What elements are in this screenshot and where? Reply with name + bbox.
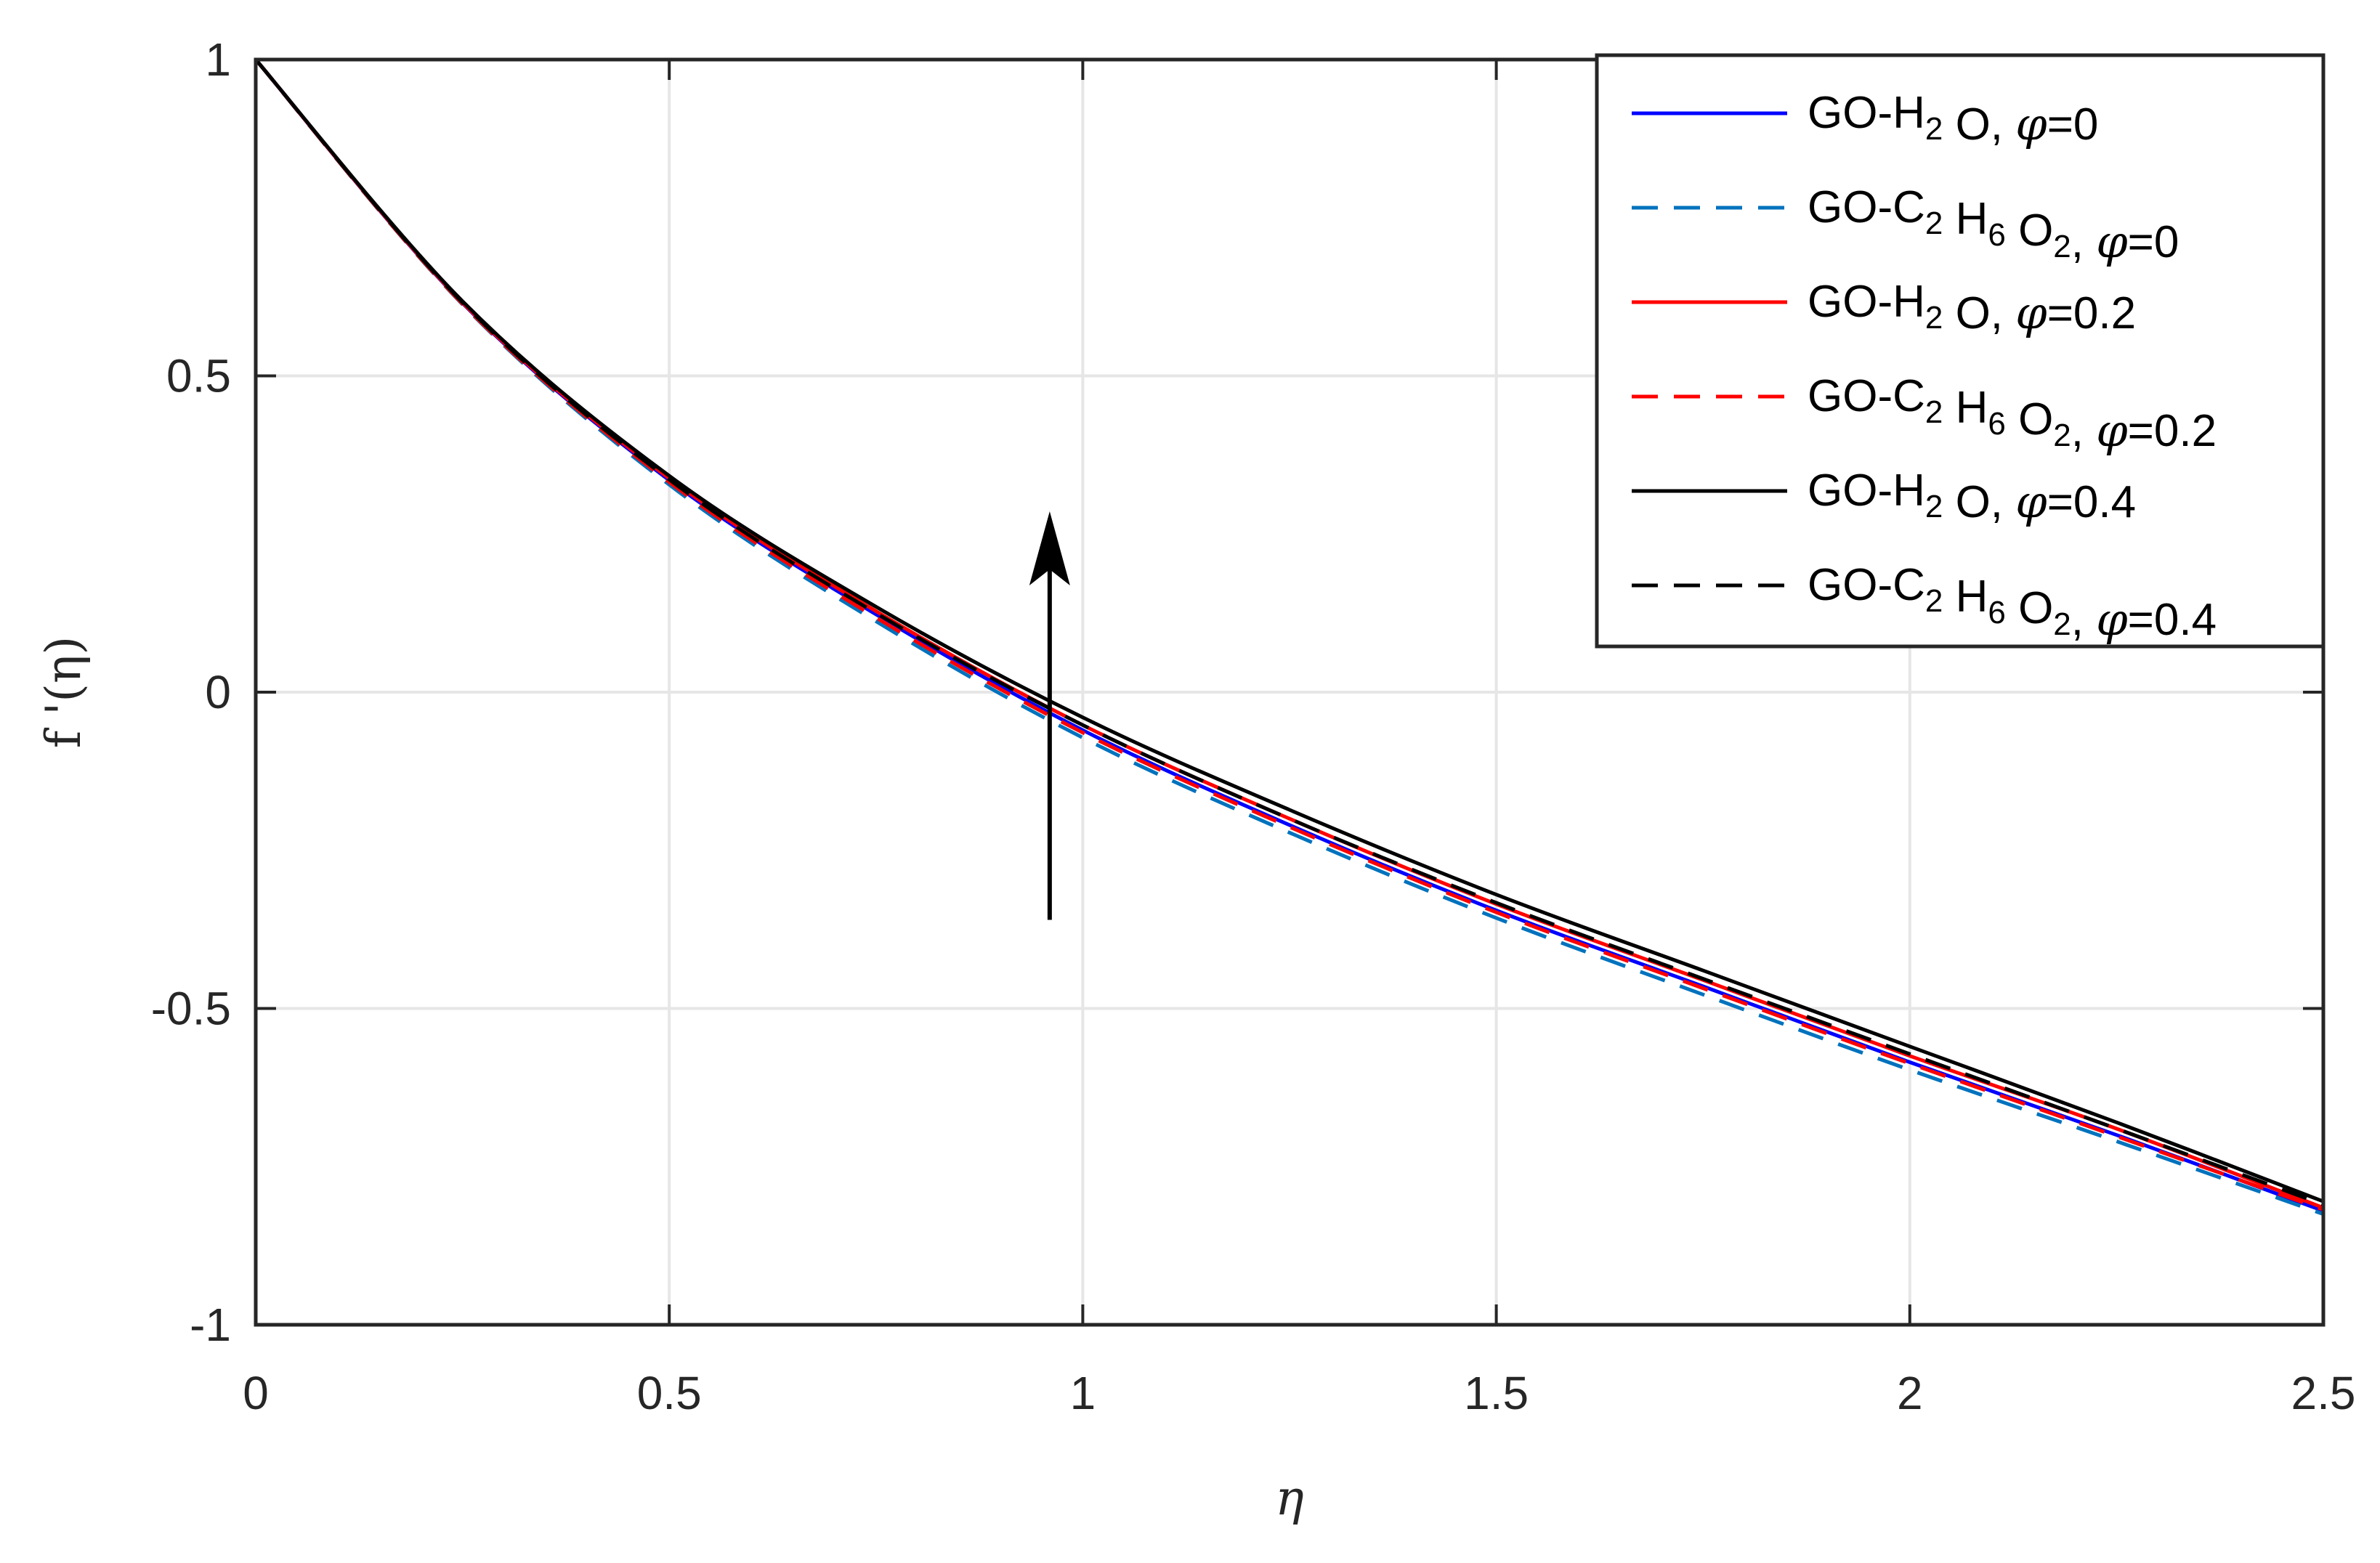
y-axis-label: f '(η)	[36, 636, 92, 749]
series-line-4	[254, 58, 2324, 1211]
series-line-5	[254, 58, 2324, 1203]
x-axis-label: η	[1275, 1470, 1304, 1526]
x-tick-label: 1	[1070, 1367, 1096, 1419]
legend: GO-H2 O, φ=0 GO-C2 H6 O2, φ=0 GO-H2 O, φ=0…	[1595, 53, 2326, 649]
legend-label-5: GO-H2 O, φ=0.4	[1808, 466, 2136, 528]
legend-label-4: GO-C2 H6 O2, φ=0.2	[1808, 371, 2217, 457]
x-tick-label: 1.5	[1464, 1367, 1529, 1419]
legend-label-3: GO-H2 O, φ=0.2	[1808, 277, 2136, 339]
series-lines	[254, 58, 2324, 1216]
plot-frame	[254, 57, 2326, 1327]
legend-box	[1595, 53, 2326, 649]
annotation-arrow-head	[1029, 511, 1070, 585]
legend-label-2: GO-C2 H6 O2, φ=0	[1808, 182, 2179, 268]
legend-label-6: GO-C2 H6 O2, φ=0.4	[1808, 560, 2217, 646]
y-tick-label: 1	[205, 33, 231, 86]
legend-label-1: GO-H2 O, φ=0	[1808, 88, 2098, 150]
y-tick-label: -1	[190, 1299, 231, 1351]
series-line-6	[254, 58, 2324, 1206]
x-tick-label: 2	[1897, 1367, 1923, 1419]
annotations	[1029, 511, 1070, 920]
y-tick-label: 0.5	[166, 350, 231, 402]
series-line-2	[254, 58, 2324, 1216]
x-tick-label: 2.5	[2291, 1367, 2356, 1419]
x-tick-label: 0.5	[637, 1367, 702, 1419]
x-tick-label: 0	[243, 1367, 269, 1419]
tick-labels: 0 0.5 1 1.5 2 2.5 -1 -0.5 0 0.5 1	[151, 33, 2356, 1419]
y-tick-label: 0	[205, 666, 231, 718]
y-tick-label: -0.5	[151, 983, 231, 1035]
